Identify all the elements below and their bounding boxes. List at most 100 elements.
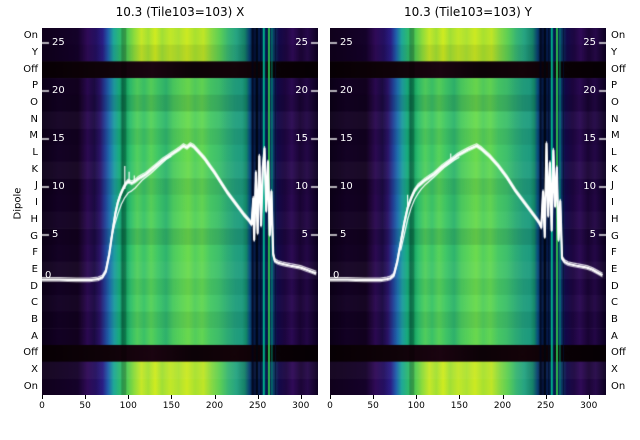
x-axis-tick	[128, 395, 130, 399]
amp-tick-label-left: 15	[340, 133, 353, 144]
dipole-row-label-right: N	[611, 113, 619, 125]
amp-tick-label-left: 15	[52, 133, 65, 144]
dipole-row-label-left: On	[23, 30, 38, 42]
dipole-row-label-right: P	[611, 80, 618, 92]
dipole-row-label-left: E	[31, 263, 38, 275]
x-axis-tick	[459, 395, 461, 399]
dipole-row-label-right: Off	[611, 63, 626, 75]
dipole-row-label-right: A	[611, 330, 618, 342]
panel-title-x: 10.3 (Tile103=103) X	[115, 5, 245, 19]
dipole-row-label-left: X	[31, 363, 38, 375]
x-axis-tick-label: 150	[450, 401, 468, 411]
x-axis-tick-label: 100	[119, 401, 137, 411]
x-axis-tick	[545, 395, 547, 399]
dipole-row-label-right: E	[611, 263, 618, 275]
x-axis-tick	[300, 395, 302, 399]
dipole-row-label-left: O	[30, 97, 38, 109]
dipole-row-label-left: M	[29, 130, 38, 142]
amp-zero-label: 0	[333, 270, 340, 281]
dipole-row-label-left: On	[23, 380, 38, 392]
amp-tick-label-left: 25	[340, 37, 353, 48]
amp-tick-label-right: 20	[583, 85, 596, 96]
heatmap-panel-x: 25 25 20 20 15 15 10 10 5 5 0	[42, 28, 318, 395]
dipole-row-label-left: F	[32, 247, 38, 259]
x-axis-tick	[214, 395, 216, 399]
x-axis-tick	[588, 395, 590, 399]
dipole-row-label-left: K	[31, 163, 38, 175]
dipole-row-label-right: F	[611, 247, 617, 259]
heatmap-canvas-y	[330, 28, 606, 395]
dipole-row-label-right: Off	[611, 347, 626, 359]
dipole-row-label-right: H	[611, 213, 619, 225]
dipole-row-label-left: H	[30, 213, 38, 225]
dipole-row-label-right: X	[611, 363, 618, 375]
x-axis-tick	[330, 395, 331, 399]
dipole-row-label-right: D	[611, 280, 619, 292]
dipole-row-label-left: Off	[23, 63, 38, 75]
dipole-row-label-right: Y	[611, 47, 618, 59]
dipole-row-label-left: G	[30, 230, 38, 242]
amp-tick-label-left: 5	[52, 229, 59, 240]
dipole-row-label-right: I	[611, 197, 614, 209]
dipole-row-label-left: D	[30, 280, 38, 292]
x-axis-tick-label: 150	[162, 401, 180, 411]
x-axis-tick	[42, 395, 43, 399]
amp-tick-label-right: 10	[583, 181, 596, 192]
amp-tick-label-left: 20	[340, 85, 353, 96]
x-axis-tick-label: 200	[493, 401, 512, 411]
dipole-row-label-right: C	[611, 297, 618, 309]
dipole-row-label-right: L	[611, 147, 617, 159]
x-axis-tick	[85, 395, 87, 399]
x-axis-tick	[416, 395, 418, 399]
amp-tick-label-left: 5	[340, 229, 347, 240]
amp-tick-label-right: 25	[583, 37, 596, 48]
x-axis-tick-label: 100	[407, 401, 425, 411]
x-axis-tick-label: 0	[39, 401, 45, 411]
dipole-row-label-right: On	[611, 380, 626, 392]
x-axis-tick	[257, 395, 259, 399]
dipole-row-label-right: G	[611, 230, 619, 242]
amp-tick-label-right: 20	[295, 85, 308, 96]
amp-zero-label: 0	[45, 270, 52, 281]
panel-title-y: 10.3 (Tile103=103) Y	[404, 5, 532, 19]
dipole-row-label-right: B	[611, 313, 618, 325]
x-axis-tick-label: 50	[79, 401, 91, 411]
amp-tick-label-right: 25	[295, 37, 308, 48]
dipole-row-label-left: A	[31, 330, 38, 342]
dipole-row-label-left: Off	[23, 347, 38, 359]
dipole-row-label-left: J	[35, 180, 38, 192]
amp-tick-label-left: 20	[52, 85, 65, 96]
amp-tick-label-right: 5	[301, 229, 308, 240]
dipole-row-label-right: K	[611, 163, 618, 175]
dipole-row-label-left: B	[31, 313, 38, 325]
amp-tick-label-right: 5	[589, 229, 596, 240]
amp-tick-label-left: 10	[340, 181, 353, 192]
x-axis-tick	[373, 395, 375, 399]
amp-tick-label-left: 25	[52, 37, 65, 48]
dipole-row-label-left: Y	[31, 47, 38, 59]
dipole-row-label-left: N	[30, 113, 38, 125]
amp-tick-label-left: 10	[52, 181, 65, 192]
amp-tick-label-right: 10	[295, 181, 308, 192]
amp-tick-label-right: 15	[295, 133, 308, 144]
amp-tick-label-right: 15	[583, 133, 596, 144]
heatmap-canvas-x	[42, 28, 318, 395]
dipole-row-label-left: I	[35, 197, 38, 209]
x-axis-tick	[502, 395, 504, 399]
dipole-row-label-right: O	[611, 97, 619, 109]
x-axis-tick-label: 250	[537, 401, 555, 411]
x-axis-tick-label: 300	[292, 401, 310, 411]
x-axis-tick-label: 250	[249, 401, 267, 411]
x-axis-tick	[171, 395, 173, 399]
dipole-row-label-left: P	[31, 80, 38, 92]
x-axis-tick-label: 200	[205, 401, 224, 411]
heatmap-panel-y: 25 25 20 20 15 15 10 10 5 5 0	[330, 28, 606, 395]
dipole-row-label-left: L	[32, 147, 38, 159]
dipole-row-label-left: C	[31, 297, 38, 309]
x-axis-tick-label: 50	[367, 401, 379, 411]
dipole-row-label-right: On	[611, 30, 626, 42]
dipole-row-label-right: J	[611, 180, 614, 192]
x-axis-tick-label: 0	[327, 401, 333, 411]
x-axis-tick-label: 300	[580, 401, 598, 411]
